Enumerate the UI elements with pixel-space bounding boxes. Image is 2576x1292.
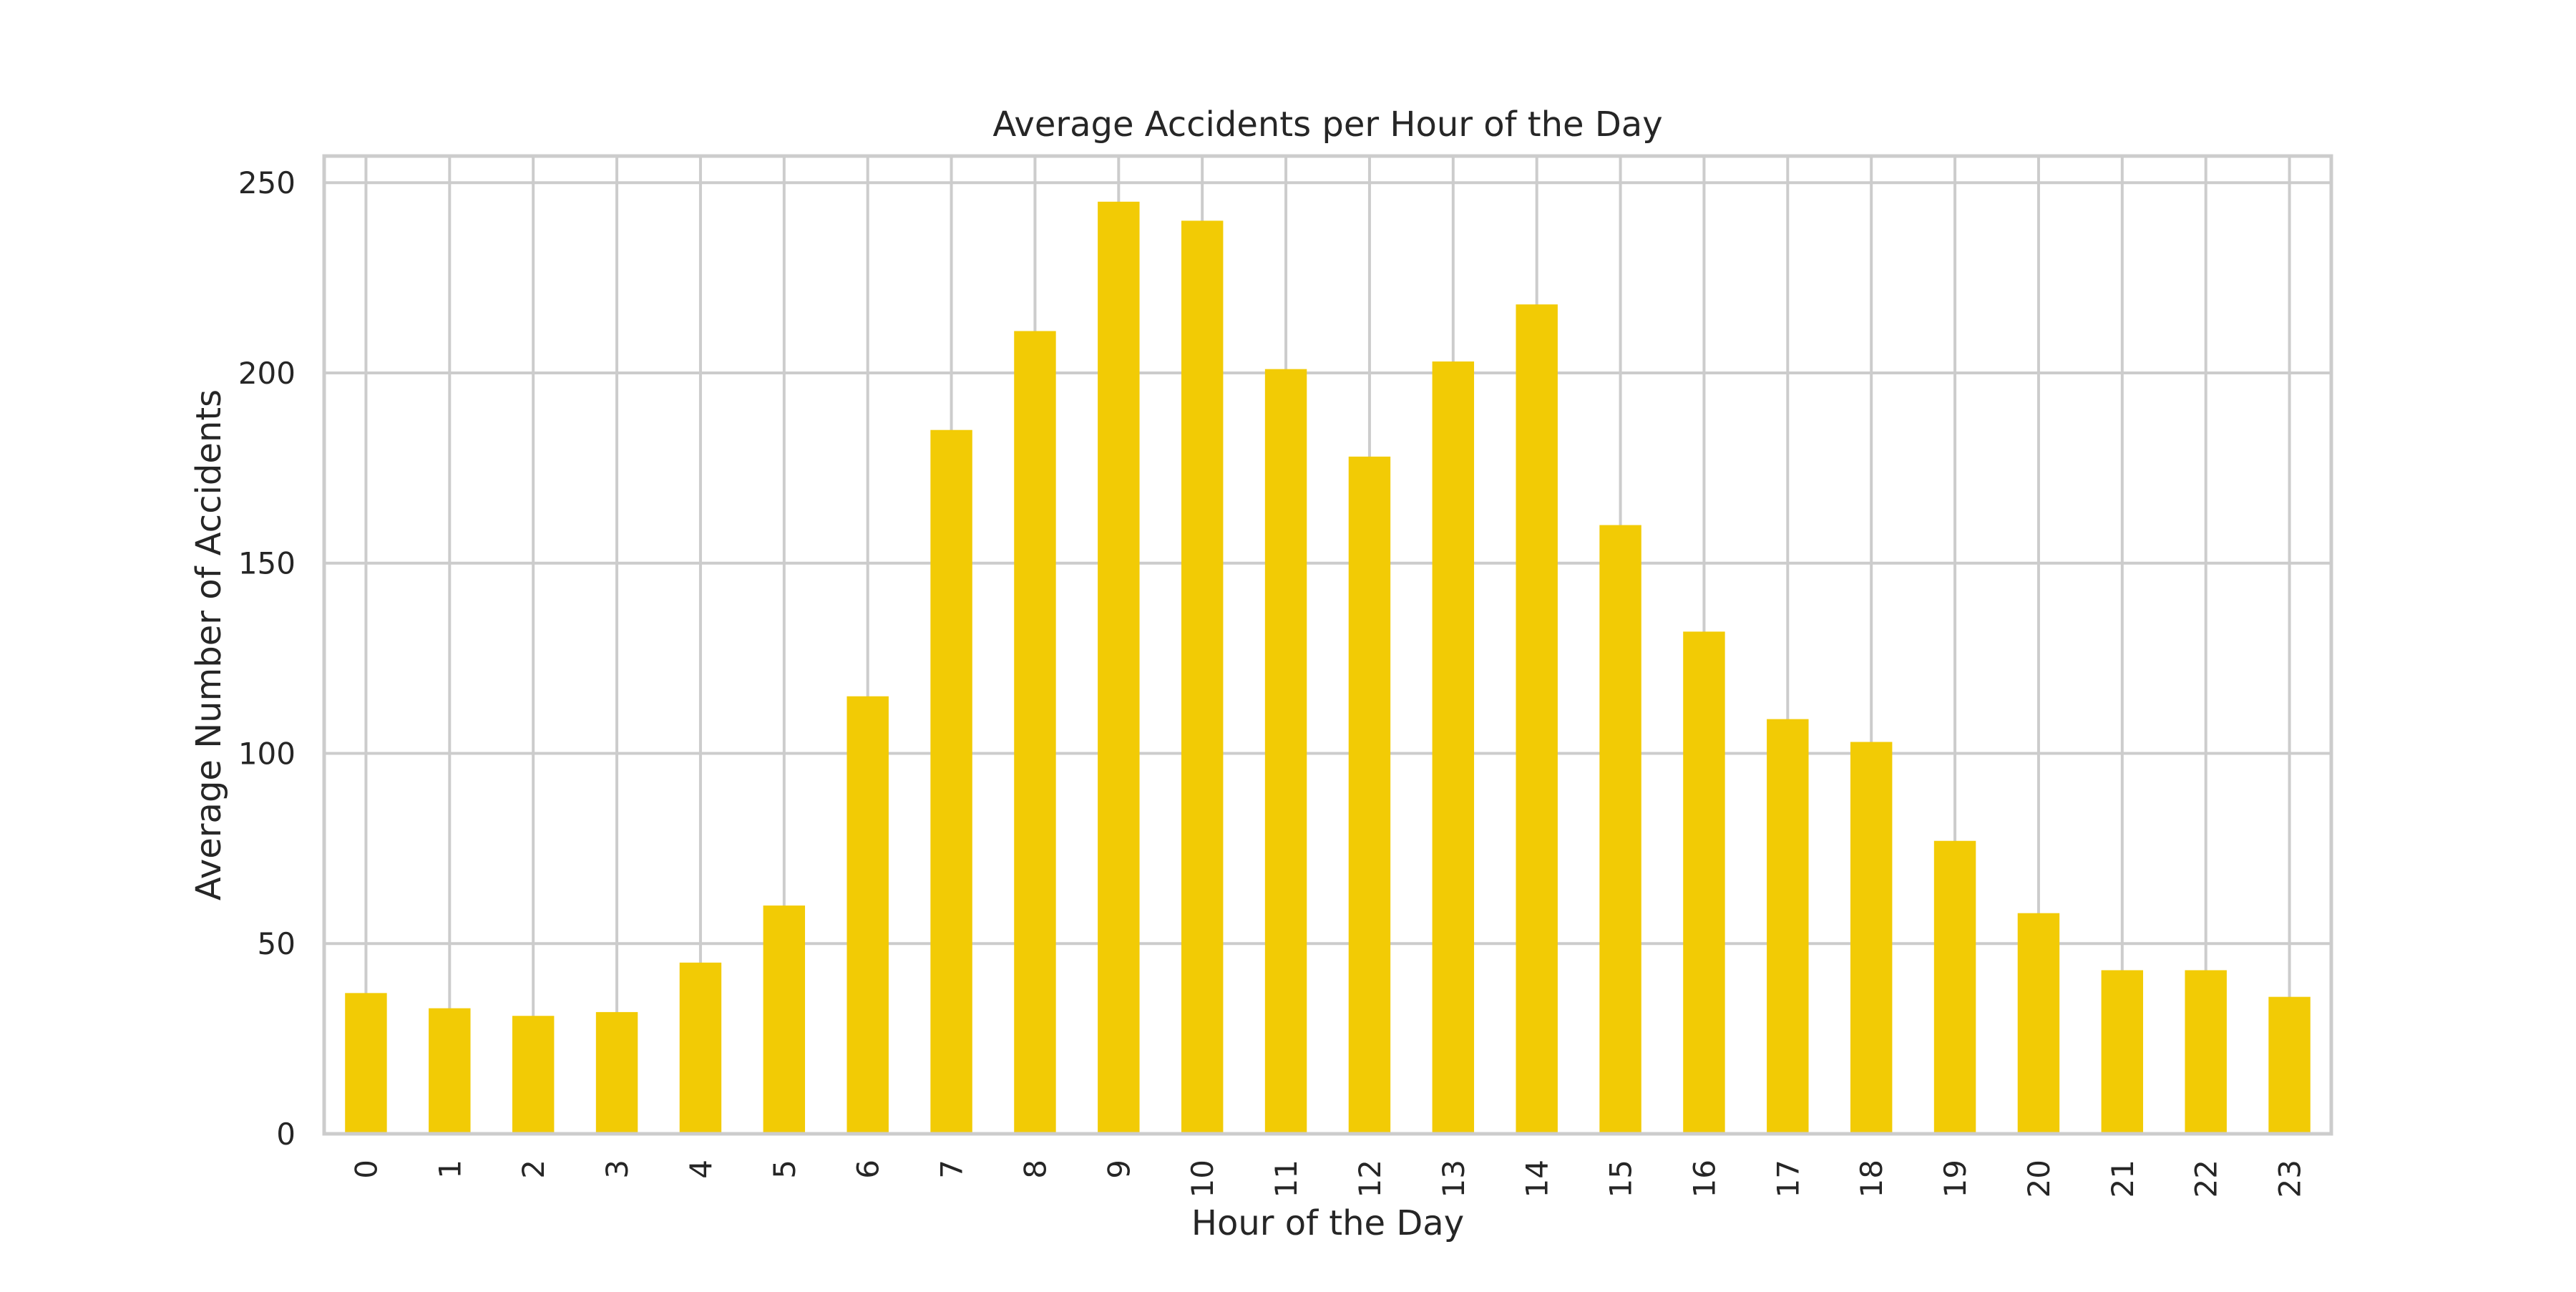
bar-hour-20	[2017, 913, 2060, 1134]
bar-hour-22	[2185, 970, 2227, 1134]
bar-hour-0	[345, 993, 387, 1134]
x-tick-label: 19	[1938, 1160, 1973, 1198]
bar-hour-16	[1683, 631, 1725, 1134]
x-tick-label: 5	[767, 1160, 802, 1179]
x-tick-label: 22	[2189, 1160, 2224, 1198]
x-tick-label: 20	[2021, 1160, 2057, 1198]
x-tick-label: 12	[1352, 1160, 1387, 1198]
x-tick-labels: 0 1 2 3 4 5 6 7 8 9 10 11 12 13 14 15 16 17 18 19 20 21 22 23	[348, 1160, 2307, 1198]
x-tick-label: 8	[1018, 1160, 1053, 1179]
x-tick-label: 9	[1101, 1160, 1136, 1179]
bar-hour-15	[1599, 525, 1641, 1134]
x-tick-label: 11	[1269, 1160, 1304, 1198]
x-tick-label: 15	[1604, 1160, 1639, 1198]
bar-hour-4	[679, 962, 722, 1134]
bar-hour-8	[1014, 331, 1056, 1134]
bar-hour-19	[1933, 840, 1976, 1134]
bar-hour-3	[595, 1011, 638, 1134]
bar-hour-2	[512, 1016, 555, 1134]
x-tick-label: 10	[1185, 1160, 1220, 1198]
x-tick-label: 6	[851, 1160, 886, 1179]
bar-hour-14	[1516, 304, 1558, 1134]
chart-title: Average Accidents per Hour of the Day	[992, 105, 1662, 145]
bar-hour-11	[1264, 369, 1307, 1134]
bar-hour-23	[2268, 996, 2311, 1134]
bar-hour-5	[763, 905, 806, 1134]
bar-hour-18	[1850, 742, 1893, 1134]
plot-frame	[322, 154, 2333, 1136]
x-tick-label: 2	[516, 1160, 551, 1179]
bar-hour-13	[1432, 361, 1475, 1134]
y-tick-label: 50	[258, 926, 296, 961]
x-tick-label: 14	[1520, 1160, 1555, 1198]
x-tick-label: 21	[2105, 1160, 2140, 1198]
x-tick-label: 16	[1687, 1160, 1722, 1198]
x-tick-label: 23	[2273, 1160, 2308, 1198]
x-axis-label: Hour of the Day	[1191, 1203, 1464, 1243]
bar-hour-1	[429, 1008, 471, 1134]
bar-hour-9	[1098, 201, 1140, 1134]
y-tick-label: 200	[238, 356, 296, 391]
y-tick-label: 0	[276, 1117, 296, 1152]
bar-hour-6	[847, 696, 889, 1134]
bars-layer	[345, 201, 2311, 1135]
y-axis-label: Average Number of Accidents	[189, 389, 229, 900]
y-tick-label: 150	[238, 546, 296, 581]
bar-hour-12	[1348, 456, 1391, 1134]
bar-hour-7	[930, 429, 972, 1134]
y-tick-label: 250	[238, 165, 296, 200]
bar-hour-21	[2101, 970, 2144, 1134]
x-tick-label: 7	[935, 1160, 970, 1179]
x-tick-label: 13	[1436, 1160, 1471, 1198]
x-tick-label: 18	[1854, 1160, 1889, 1198]
y-tick-label: 100	[238, 736, 296, 771]
bar-hour-10	[1181, 220, 1224, 1135]
x-tick-label: 3	[600, 1160, 635, 1179]
x-tick-label: 0	[348, 1160, 384, 1179]
bar-hour-17	[1767, 719, 1809, 1134]
y-tick-labels: 0 50 100 150 200 250	[238, 165, 296, 1152]
x-tick-label: 1	[432, 1160, 467, 1179]
x-tick-label: 17	[1770, 1160, 1805, 1198]
x-tick-label: 4	[683, 1160, 718, 1179]
